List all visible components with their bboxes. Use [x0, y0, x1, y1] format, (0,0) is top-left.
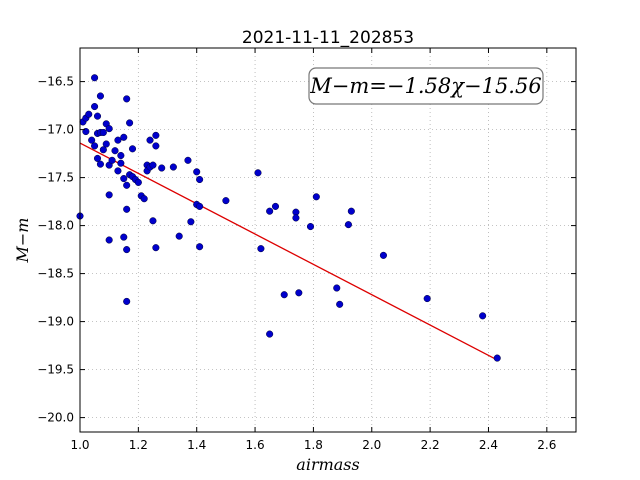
data-point: [280, 291, 288, 299]
data-point: [196, 175, 204, 184]
x-tick-label: 1.6: [246, 438, 265, 452]
data-point: [158, 164, 166, 172]
data-point: [295, 289, 303, 297]
data-point: [344, 221, 352, 229]
fit-line-layer: [79, 142, 498, 361]
x-tick-label: 2.6: [537, 438, 556, 452]
x-axis-label: airmass: [296, 455, 359, 474]
data-point: [120, 175, 128, 183]
x-tick-label: 2.4: [479, 438, 498, 452]
data-point: [123, 205, 131, 213]
data-point: [254, 169, 262, 177]
data-point: [91, 74, 99, 82]
data-point: [152, 244, 160, 252]
data-point: [336, 300, 344, 308]
data-point: [169, 163, 177, 171]
data-point: [105, 191, 113, 199]
x-tick-label: 1.0: [70, 438, 89, 452]
data-point: [114, 167, 122, 175]
data-point: [134, 178, 142, 186]
grid: [79, 48, 576, 432]
data-point: [271, 202, 280, 210]
fit-equation-box: M−m=−1.58χ−15.56: [308, 67, 544, 105]
data-point: [99, 146, 107, 154]
data-point: [379, 251, 387, 259]
data-point: [120, 133, 128, 141]
data-point: [152, 131, 160, 139]
data-point: [292, 214, 300, 222]
data-point: [126, 119, 134, 127]
data-point: [93, 154, 102, 162]
data-point: [91, 142, 99, 150]
data-point: [91, 103, 99, 111]
data-point: [111, 147, 119, 155]
data-point: [423, 295, 431, 303]
data-point: [96, 160, 104, 168]
data-point: [140, 195, 148, 203]
y-tick-label: −19.5: [37, 363, 74, 377]
x-tick-label: 1.2: [129, 438, 148, 452]
data-point: [85, 110, 93, 118]
data-point: [88, 136, 96, 144]
data-point: [196, 243, 204, 251]
y-tick-label: −17.0: [37, 123, 74, 137]
data-point: [93, 112, 102, 120]
data-point: [123, 297, 131, 305]
fit-equation: M−m=−1.58χ−15.56: [309, 74, 541, 98]
data-point: [193, 168, 201, 176]
data-point: [120, 233, 128, 241]
data-point: [333, 284, 341, 292]
data-points: [76, 74, 501, 362]
data-point: [222, 197, 230, 205]
data-point: [149, 217, 157, 225]
x-tick-label: 2.2: [421, 438, 440, 452]
plot-frame: [79, 47, 577, 433]
data-point: [128, 145, 137, 153]
data-point: [184, 156, 192, 164]
x-tick-label: 1.4: [187, 438, 206, 452]
data-point: [96, 92, 104, 100]
data-point: [146, 136, 154, 144]
data-point: [108, 156, 116, 164]
data-point: [479, 312, 487, 320]
data-point: [257, 245, 265, 253]
y-tick-label: −18.5: [37, 267, 74, 281]
fit-line: [79, 142, 498, 361]
x-tick-label: 2.0: [362, 438, 381, 452]
y-tick-label: −18.0: [37, 219, 74, 233]
data-point: [175, 232, 183, 240]
data-point: [123, 95, 131, 103]
data-point: [117, 151, 125, 160]
y-tick-label: −17.5: [37, 171, 74, 185]
data-point: [266, 207, 274, 215]
data-point: [347, 207, 355, 215]
data-point: [99, 128, 107, 137]
y-axis-label: M−m: [13, 218, 32, 264]
chart-title: 2021-11-11_202853: [242, 28, 414, 48]
data-point: [312, 193, 320, 201]
data-point: [102, 140, 110, 148]
data-point: [152, 142, 160, 150]
axis-ticks: 1.0 1.2 1.4 1.6 1.8 2.0 2.2 2.4 2.6 −16.5 −17.0 −17…: [37, 48, 576, 452]
data-point: [493, 354, 501, 362]
data-point: [117, 159, 125, 167]
data-point: [196, 202, 204, 210]
data-point: [149, 161, 157, 169]
data-point: [266, 330, 274, 338]
y-tick-label: −16.5: [37, 75, 74, 89]
data-point: [123, 246, 131, 254]
data-point: [114, 136, 122, 144]
y-tick-label: −19.0: [37, 315, 74, 329]
data-point: [105, 236, 113, 244]
data-point: [187, 218, 195, 226]
y-tick-label: −20.0: [37, 411, 74, 425]
data-point: [123, 181, 131, 189]
data-point: [105, 125, 113, 133]
x-tick-label: 1.8: [304, 438, 323, 452]
data-point: [306, 223, 315, 231]
equation-box-frame: [308, 67, 544, 105]
